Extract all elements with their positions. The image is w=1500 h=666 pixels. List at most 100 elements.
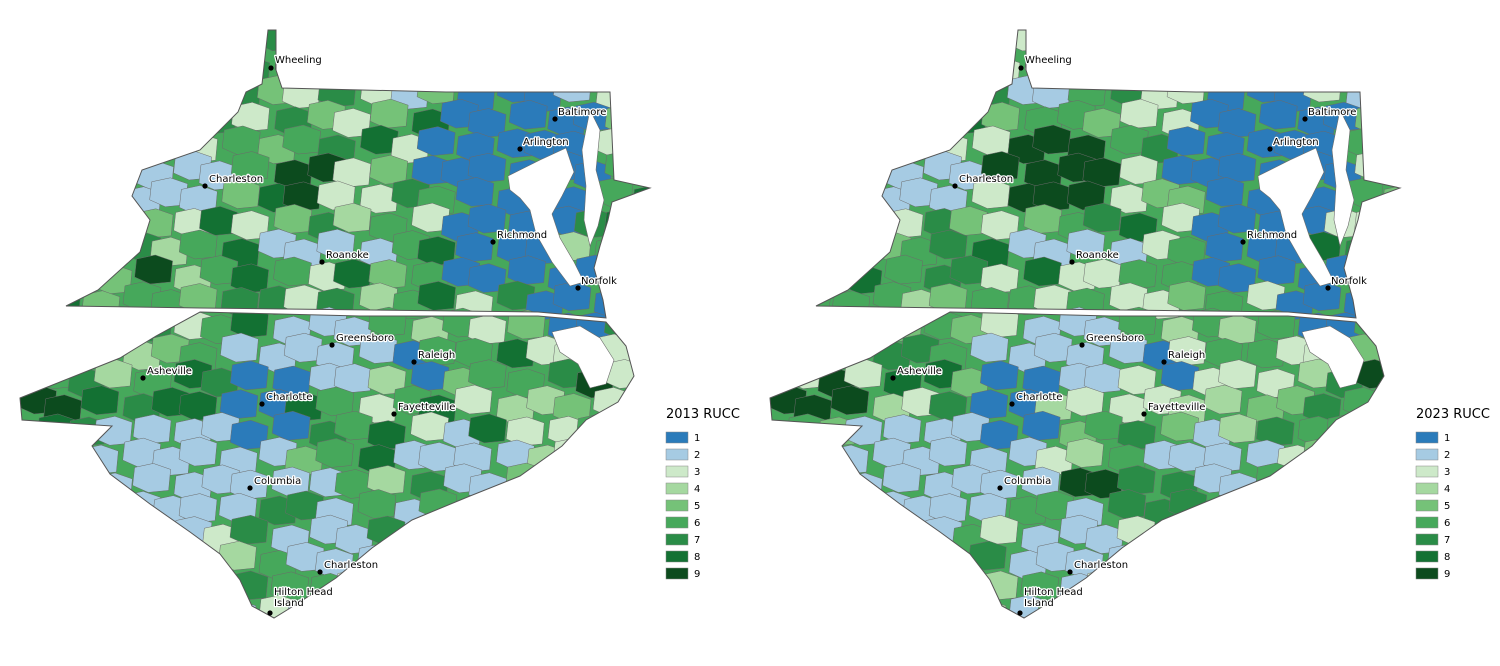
county [1322, 30, 1361, 33]
county [1353, 568, 1393, 599]
county [1220, 624, 1258, 653]
county [37, 153, 77, 183]
county [843, 205, 883, 236]
county [1116, 515, 1156, 546]
water-body [1331, 109, 1355, 248]
county [1382, 550, 1400, 581]
county [229, 515, 269, 545]
city-marker-raleigh [1161, 359, 1167, 365]
state-outline [815, 29, 1402, 319]
city-label-norfolk: Norfolk [581, 276, 617, 287]
county [1245, 548, 1285, 579]
county [83, 82, 123, 113]
county [770, 30, 804, 52]
county [505, 416, 545, 447]
county [770, 307, 784, 338]
county [884, 254, 923, 285]
county [452, 498, 492, 529]
county [643, 619, 681, 648]
legend: 2013 RUCC 1 2 3 4 5 6 7 8 9 [665, 407, 740, 580]
city-marker-baltimore [1302, 116, 1308, 122]
county [444, 576, 483, 606]
county [649, 1, 687, 30]
water-body [1257, 147, 1335, 287]
county [469, 566, 508, 597]
county [923, 568, 963, 599]
county [794, 548, 833, 579]
county [928, 436, 968, 467]
county [20, 290, 56, 321]
county [336, 620, 374, 649]
county [552, 491, 592, 521]
county [604, 150, 644, 181]
county [770, 132, 805, 162]
county [1023, 204, 1063, 234]
county [198, 1, 236, 30]
county [1169, 602, 1208, 618]
city-label-wheeling: Wheeling [1025, 55, 1072, 66]
county [770, 81, 805, 112]
county [843, 416, 883, 446]
county [20, 98, 36, 129]
city-marker-asheville [890, 375, 896, 381]
county [229, 570, 269, 601]
county [815, 99, 854, 130]
county [952, 573, 992, 604]
city-marker-charlotte [1009, 401, 1015, 407]
county [843, 106, 883, 137]
county [575, 414, 615, 444]
county [135, 101, 175, 132]
county [1382, 436, 1400, 467]
legend-swatch-1 [1415, 431, 1439, 444]
legend-title: 2013 RUCC [666, 407, 740, 422]
county [68, 519, 108, 550]
county [370, 30, 410, 34]
county [416, 30, 456, 60]
county [648, 46, 650, 77]
county [659, 287, 697, 316]
county [306, 30, 345, 33]
county [818, 462, 858, 493]
county [82, 234, 121, 265]
county [202, 573, 242, 604]
county [273, 204, 313, 234]
county [20, 30, 54, 52]
county [770, 232, 806, 262]
county [605, 56, 644, 87]
county [173, 568, 213, 599]
county [122, 130, 162, 161]
county [1245, 489, 1285, 519]
county [42, 233, 82, 264]
county [1082, 202, 1122, 233]
county [94, 518, 133, 548]
county [69, 576, 108, 607]
county [1189, 30, 1228, 35]
county [817, 309, 856, 340]
county [1218, 0, 1256, 24]
county [527, 541, 567, 572]
county [1118, 306, 1157, 337]
county [1162, 0, 1200, 24]
county [603, 516, 643, 546]
county [282, 124, 321, 155]
county [122, 72, 162, 103]
county [1202, 543, 1242, 574]
county [886, 30, 926, 33]
county [94, 472, 133, 503]
county [603, 471, 643, 502]
county [902, 540, 942, 571]
county [816, 210, 855, 241]
city-label-fayetteville: Fayetteville [1148, 402, 1205, 413]
county [881, 522, 921, 552]
county [1382, 229, 1400, 260]
county [1195, 625, 1233, 654]
county [94, 567, 134, 597]
county [468, 472, 508, 503]
county [792, 30, 832, 58]
county [1218, 472, 1258, 503]
county [220, 332, 259, 363]
legend-label-8: 8 [694, 552, 700, 563]
county [1411, 600, 1449, 629]
county [467, 203, 507, 234]
county [231, 102, 270, 132]
